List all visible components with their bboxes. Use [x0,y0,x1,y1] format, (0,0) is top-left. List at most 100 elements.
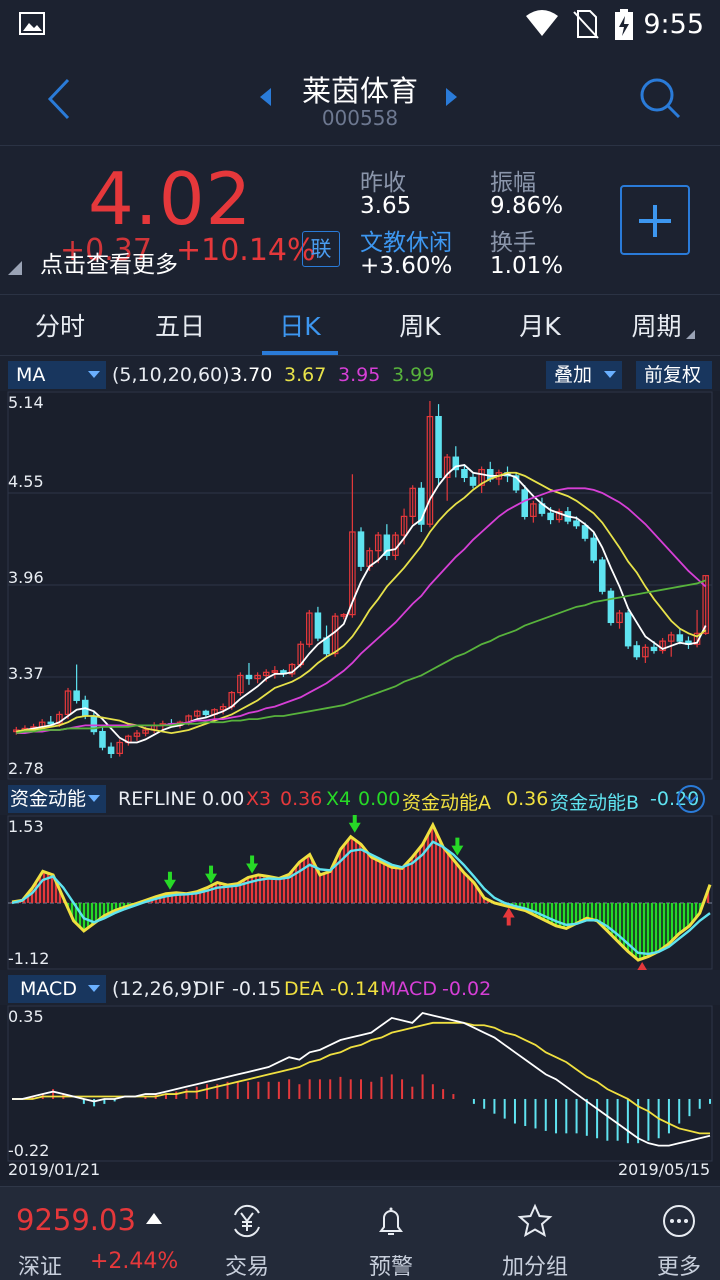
tab-five-day[interactable]: 五日 [154,312,205,341]
date-start: 2019/01/21 [8,1160,101,1179]
macd-value: -0.02 [442,978,492,1000]
kline-y-label-2: 4.55 [8,472,44,491]
tab-monthly-k[interactable]: 月K [519,312,561,341]
dea-line [12,1021,710,1135]
kline-y-label-4: 3.37 [8,664,44,683]
price-change: +0.37 [60,233,152,268]
candle-body [461,469,468,479]
candle-body [383,534,391,556]
nav-header: 莱茵体育 000558 [0,50,720,146]
candle-body [512,475,520,491]
adjust-button[interactable]: 前复权 [636,361,712,389]
candle-body [418,487,425,525]
candle-body [194,710,201,717]
more-icon [663,1205,695,1237]
period-tabs: 分时 五日 日K 周K 月K 周期 [0,294,720,356]
tab-intraday[interactable]: 分时 [34,312,85,341]
corner-arrow-icon [685,330,695,339]
macd-y-top: 0.35 [8,1007,44,1026]
trade-label: 交易 [224,1255,269,1280]
dropdown-arrow-icon [604,371,616,378]
ma-selector[interactable]: MA [8,361,106,389]
candle-body [452,456,460,471]
next-stock-arrow[interactable] [446,88,457,106]
candle-body [590,537,597,561]
x4-label: X4 [326,788,352,810]
view-more-tip[interactable]: 点击查看更多 [40,252,178,278]
status-bar: 9:55 [0,0,720,50]
candle-body [202,710,210,716]
candle-body [624,612,632,647]
candle-body [314,612,322,639]
candle-body [357,531,365,567]
tab-period[interactable]: 周期 [608,307,718,343]
kline-svg [7,391,713,780]
candle-body [73,690,80,701]
tab-daily-k[interactable]: 日K [279,312,321,341]
candle-body [521,489,528,517]
candle-body [599,559,606,592]
candle-body [409,487,416,517]
add-watchlist-button[interactable] [620,185,690,255]
fund-b-line [11,840,711,956]
candle-body [99,730,106,748]
macd-params: (12,26,9) [112,978,200,1000]
refline-label: REFLINE [118,788,197,810]
macd-chart[interactable]: 0.35 -0.22 2019/01/21 2019/05/15 [0,1005,720,1180]
refline-value: 0.00 [202,788,245,810]
dea-value: -0.14 [330,978,380,1000]
candle-body [642,646,649,658]
expand-corner-icon [8,261,22,275]
ma-selector-label: MA [16,364,46,386]
kline-y-label-3: 3.96 [8,568,44,587]
fund-chart[interactable]: 1.53 -1.12 [0,814,720,980]
candle-body [469,476,477,486]
candle-body [64,690,72,716]
ma20-value: 3.95 [338,364,381,386]
candle-body [374,534,382,552]
bottom-toolbar: 9259.03 深证 +2.44% 交易 预警 加分组 更多 [0,1186,720,1280]
macd-selector[interactable]: MACD [8,975,106,1003]
macd-y-bottom: -0.22 [8,1141,50,1160]
candle-body [47,721,55,725]
kline-chart[interactable]: 5.14 4.55 3.96 3.37 2.78 [0,391,720,780]
overlay-button[interactable]: 叠加 [546,361,622,389]
macd-selector-label: MACD [20,978,77,1000]
fund-selector[interactable]: 资金动能 [8,785,106,813]
candle-body [306,612,313,645]
indicator-settings-icon[interactable] [674,784,708,814]
fund-a-value: 0.36 [506,788,549,810]
star-icon [517,1203,553,1238]
ma10-value: 3.67 [284,364,327,386]
dif-line [12,1012,711,1147]
amplitude-label: 振幅 [490,170,536,196]
back-icon[interactable] [40,76,80,122]
candle-body [107,746,115,755]
index-change: +2.44% [90,1249,179,1274]
ma60-value: 3.99 [392,364,435,386]
candle-body [254,674,261,680]
linked-button[interactable]: 联 [302,231,340,267]
candle-body [237,674,244,694]
kline-y-label-bottom: 2.78 [8,759,44,778]
index-value: 9259.03 [16,1203,136,1237]
tab-weekly-k[interactable]: 周K [399,312,441,341]
sell-signal-arrow [205,865,218,884]
sector-name[interactable]: 文教休闲 [360,230,452,256]
x4-value: 0.00 [358,788,401,810]
no-sim-icon [573,10,599,39]
wifi-icon [526,10,558,36]
turnover-value: 1.01% [490,253,564,279]
candle-body [435,415,442,479]
price-change-percent: +10.14% [176,233,316,268]
candle-body [659,640,666,652]
prev-close-label: 昨收 [360,170,406,196]
ma-params: (5,10,20,60) [112,364,230,386]
prev-close-value: 3.65 [360,193,412,219]
quote-panel[interactable]: 4.02 +0.37 +10.14% 点击查看更多 联 昨收 3.65 文教休闲… [0,147,720,293]
ma-line-ma10 [16,471,707,735]
candle-body [400,515,408,536]
search-icon[interactable] [638,76,682,120]
fund-indicator-bar: 资金动能 REFLINE 0.00 X3 0.36 X4 0.00 资金动能A … [0,784,720,814]
prev-stock-arrow[interactable] [260,88,271,106]
